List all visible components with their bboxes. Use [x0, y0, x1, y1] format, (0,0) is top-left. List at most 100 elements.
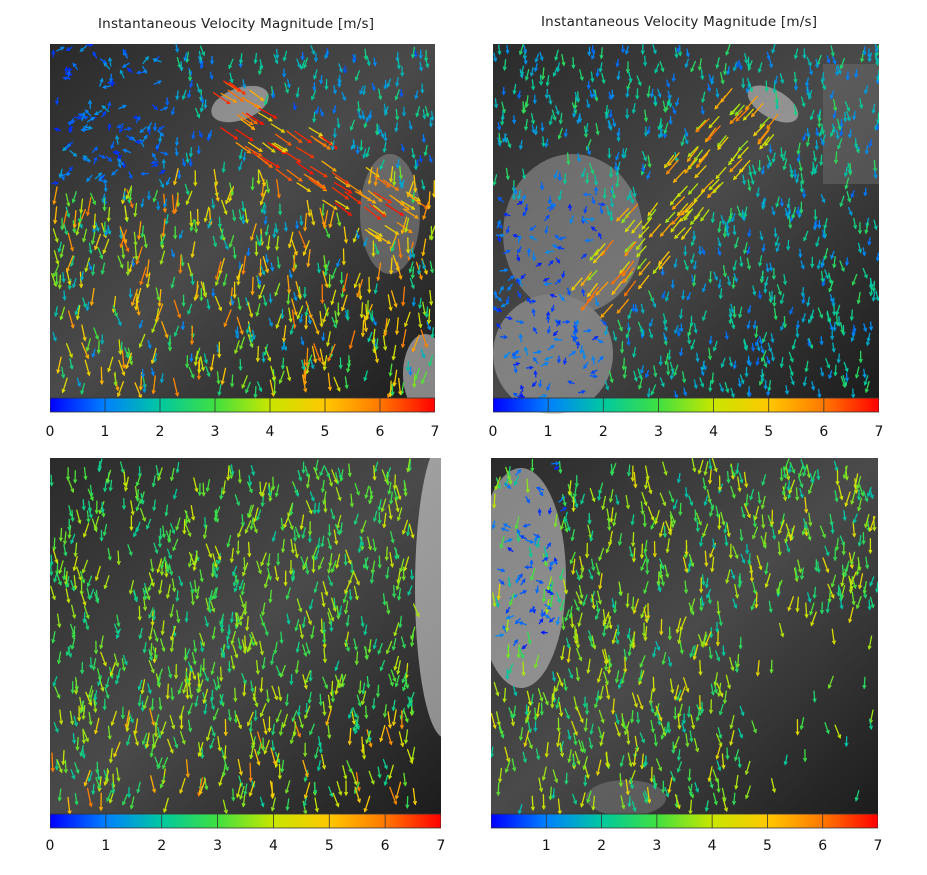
- velocity-vector-head: [764, 87, 769, 93]
- velocity-vector: [241, 375, 248, 389]
- velocity-vector-head: [357, 200, 362, 205]
- velocity-vector: [506, 44, 509, 54]
- velocity-vector: [179, 254, 182, 274]
- velocity-vector: [404, 311, 411, 327]
- velocity-vector: [640, 365, 645, 374]
- velocity-vector-head: [255, 357, 260, 363]
- velocity-vector-head: [690, 259, 695, 265]
- velocity-vector-head: [388, 740, 393, 746]
- velocity-vector: [228, 709, 231, 722]
- velocity-vector: [623, 148, 628, 159]
- velocity-vector-head: [524, 103, 529, 108]
- velocity-vector-head: [398, 391, 403, 396]
- velocity-vector-head: [269, 322, 273, 327]
- velocity-vector: [743, 340, 748, 351]
- velocity-vector-head: [763, 385, 768, 390]
- velocity-vector-head: [406, 704, 411, 709]
- velocity-vector: [241, 582, 246, 596]
- velocity-vector: [286, 366, 291, 381]
- velocity-vector-head: [851, 281, 856, 286]
- velocity-vector: [65, 571, 68, 586]
- velocity-vector: [715, 166, 727, 179]
- velocity-vector-head: [115, 150, 120, 155]
- velocity-vector-head: [411, 199, 416, 204]
- velocity-vector-head: [94, 650, 99, 655]
- velocity-vector: [700, 179, 714, 193]
- velocity-vector: [65, 343, 73, 358]
- velocity-vector: [74, 542, 78, 557]
- velocity-vector-head: [332, 133, 337, 139]
- velocity-vector-head: [414, 94, 419, 100]
- velocity-vector: [268, 317, 273, 327]
- velocity-vector-head: [391, 356, 396, 361]
- velocity-vector: [157, 467, 163, 481]
- velocity-vector: [428, 308, 431, 324]
- velocity-vector-head: [687, 339, 692, 345]
- velocity-vector-head: [346, 363, 351, 368]
- velocity-vector: [245, 112, 265, 126]
- velocity-vector-head: [197, 688, 202, 694]
- velocity-vector: [670, 369, 674, 380]
- velocity-vector-head: [160, 241, 164, 246]
- velocity-vector: [611, 269, 626, 285]
- velocity-vector: [512, 186, 517, 195]
- velocity-vector: [381, 498, 387, 513]
- velocity-vector-head: [820, 372, 825, 377]
- velocity-vector: [624, 241, 635, 253]
- velocity-vector: [638, 274, 650, 290]
- velocity-vector: [844, 101, 850, 112]
- velocity-vector-head: [788, 224, 793, 229]
- velocity-vector-head: [232, 99, 238, 103]
- velocity-vector: [65, 206, 70, 218]
- velocity-vector: [800, 96, 805, 107]
- velocity-vector-head: [498, 224, 503, 229]
- velocity-vector-head: [406, 468, 411, 473]
- velocity-vector: [833, 256, 836, 269]
- velocity-vector-head: [393, 303, 398, 308]
- velocity-vector: [748, 228, 751, 237]
- velocity-vector: [525, 69, 530, 81]
- velocity-vector: [321, 535, 325, 548]
- velocity-vector-head: [170, 476, 174, 482]
- velocity-vector-head: [267, 492, 272, 497]
- velocity-vector-head: [298, 139, 303, 144]
- velocity-vector-head: [127, 793, 132, 799]
- velocity-vector-head: [608, 113, 613, 119]
- velocity-vector-head: [130, 511, 135, 516]
- velocity-vector-head: [266, 188, 271, 194]
- velocity-vector-head: [401, 576, 406, 581]
- velocity-vector: [88, 771, 93, 782]
- velocity-vector: [294, 130, 312, 144]
- velocity-vector: [418, 264, 421, 275]
- velocity-vector: [670, 219, 681, 233]
- velocity-vector: [319, 310, 323, 328]
- velocity-vector: [302, 759, 309, 778]
- velocity-vector: [379, 659, 386, 671]
- velocity-vector-head: [270, 660, 275, 666]
- velocity-vector: [52, 548, 58, 564]
- velocity-vector: [681, 226, 692, 240]
- velocity-vector-head: [624, 50, 629, 55]
- velocity-vector-head: [399, 567, 404, 573]
- velocity-vector-head: [185, 200, 190, 206]
- velocity-vector-head: [552, 244, 557, 249]
- velocity-vector-head: [747, 362, 752, 367]
- velocity-vector: [259, 640, 264, 656]
- velocity-vector: [308, 127, 323, 137]
- velocity-vector-head: [232, 217, 237, 222]
- velocity-vector: [54, 206, 58, 224]
- velocity-vector: [654, 95, 657, 107]
- velocity-vector-head: [601, 79, 606, 85]
- velocity-vector: [142, 587, 147, 600]
- velocity-vector-head: [62, 76, 67, 81]
- velocity-vector-head: [284, 702, 289, 707]
- velocity-vector-head: [557, 196, 562, 201]
- velocity-vector-head: [61, 388, 66, 394]
- velocity-vector-head: [404, 739, 409, 745]
- velocity-vector: [261, 202, 266, 213]
- velocity-vector-head: [526, 297, 531, 302]
- velocity-vector-head: [819, 341, 824, 346]
- velocity-vector: [295, 660, 299, 674]
- velocity-vector: [97, 340, 100, 354]
- velocity-vector-head: [557, 176, 562, 182]
